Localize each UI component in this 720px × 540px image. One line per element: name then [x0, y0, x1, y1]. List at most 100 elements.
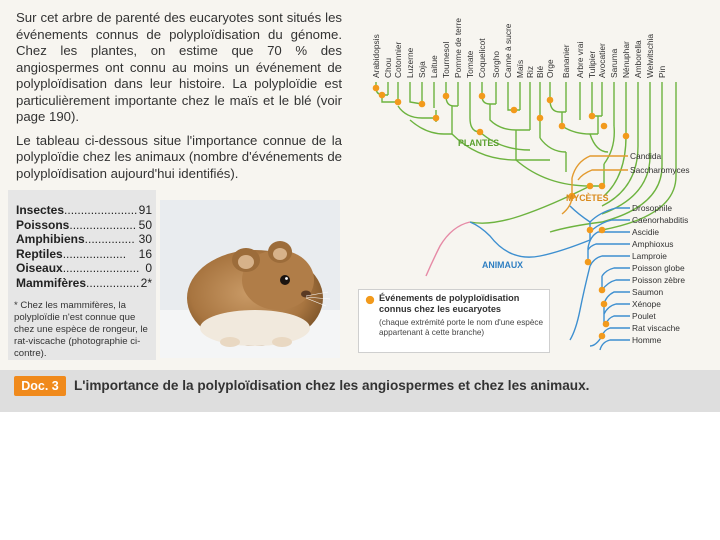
root-branch	[425, 221, 471, 277]
event-dot	[598, 286, 606, 294]
plant-label: Sorgho	[491, 51, 501, 78]
event-dot	[510, 106, 518, 114]
caption-band	[0, 370, 720, 412]
animal-label: Poisson zèbre	[632, 275, 685, 285]
row-value: 2*	[140, 275, 152, 290]
plant-label: Amborella	[633, 40, 643, 78]
table-row: Poissons.................... 50	[16, 218, 152, 233]
table-row: Amphibiens............... 30	[16, 232, 152, 247]
table-row: Reptiles................... 16	[16, 247, 152, 262]
group-label-fungi: MYCÈTES	[566, 193, 609, 203]
event-dot	[622, 132, 630, 140]
plant-label: Avocatier	[597, 43, 607, 78]
legend-box: Événements de polyploïdisation connus ch…	[358, 289, 550, 353]
event-dot	[546, 96, 554, 104]
plant-label: Cotonnier	[393, 41, 403, 78]
event-dot	[588, 112, 596, 120]
animal-label: Lamproie	[632, 251, 667, 261]
row-dots: ...............	[84, 232, 135, 247]
plant-label: Maïs	[515, 60, 525, 78]
row-dots: ................	[86, 275, 140, 290]
row-name: Poissons	[16, 217, 70, 232]
textbook-page: Sur cet arbre de parenté des eucaryotes …	[0, 0, 720, 412]
plant-label: Tulipier	[587, 51, 597, 78]
plant-species-labels: Arabidopsis Chou Cotonnier Luzerne Soja …	[371, 18, 667, 78]
plant-label: Canne à sucre	[503, 23, 513, 78]
row-dots: ......................	[64, 203, 138, 217]
row-name: Reptiles	[16, 246, 63, 261]
animal-species-labels: Drosophile Caenorhabditis Ascidie Amphio…	[632, 203, 688, 345]
plant-label: Saruma	[609, 48, 619, 78]
fungi-branches	[561, 155, 628, 215]
plant-label: Coquelicot	[477, 38, 487, 78]
table-box	[8, 190, 156, 360]
event-dot	[418, 100, 426, 108]
event-dot	[432, 114, 440, 122]
animal-label: Caenorhabditis	[632, 215, 688, 225]
event-dot	[600, 122, 608, 130]
event-dot	[476, 128, 484, 136]
row-value: 91	[138, 203, 152, 217]
animal-label: Poisson globe	[632, 263, 685, 273]
event-dot	[602, 320, 610, 328]
event-dot	[586, 182, 594, 190]
event-dot	[598, 182, 606, 190]
fungi-species-labels: Candida Saccharomyces	[630, 151, 690, 175]
plant-label: Welwitschia	[645, 34, 655, 78]
animal-label: Ascidie	[632, 227, 659, 237]
animal-polyploidy-table: Insectes...................... 91 Poisson…	[16, 203, 152, 291]
plant-label: Luzerne	[405, 47, 415, 78]
animal-label: Poulet	[632, 311, 656, 321]
row-dots: ...................	[62, 246, 127, 261]
plant-label: Pomme de terre	[453, 18, 463, 78]
group-label-plants: PLANTES	[458, 138, 499, 148]
intro-paragraph-2: Le tableau ci-dessous situe l'importance…	[16, 132, 342, 181]
fungi-label: Candida	[630, 151, 662, 161]
plant-label: Blé	[535, 66, 545, 78]
row-value: 50	[138, 217, 152, 232]
row-dots: ....................	[69, 217, 137, 232]
event-dot	[558, 122, 566, 130]
animal-label: Homme	[632, 335, 662, 345]
plant-label: Laitue	[429, 55, 439, 78]
event-dot	[598, 332, 606, 340]
legend-title: Événements de polyploïdisation connus ch…	[379, 293, 520, 314]
document-caption: L'importance de la polyploïdisation chez…	[74, 378, 590, 393]
event-dot-legend-icon	[365, 295, 375, 305]
row-value: 30	[138, 232, 152, 247]
plant-label: Soja	[417, 61, 427, 78]
plant-label: Riz	[525, 66, 535, 78]
event-dot	[378, 91, 386, 99]
row-name: Amphibiens	[16, 232, 85, 247]
event-dot	[394, 98, 402, 106]
plant-label: Arabidopsis	[371, 34, 381, 78]
plant-label: Chou	[383, 58, 393, 78]
footnote: * Chez les mammifères, la polyploïdie n'…	[14, 300, 148, 359]
row-value: 16	[138, 246, 152, 261]
doc-badge: Doc. 3	[14, 376, 66, 396]
event-dot	[536, 114, 544, 122]
plant-label: Bananier	[561, 44, 571, 78]
event-dot	[568, 192, 576, 200]
eukaryote-tree: Arabidopsis Chou Cotonnier Luzerne Soja …	[371, 18, 690, 351]
plant-label: Nénuphar	[621, 41, 631, 78]
table-row: Mammifères................ 2*	[16, 276, 152, 291]
rat-viscache-photo	[160, 200, 340, 358]
intro-text: Sur cet arbre de parenté des eucaryotes …	[16, 10, 342, 189]
group-label-animals: ANIMAUX	[482, 260, 523, 270]
plant-branches	[375, 82, 677, 233]
animal-label: Saumon	[632, 287, 664, 297]
plant-label: Tournesol	[441, 42, 451, 78]
row-name: Oiseaux	[16, 261, 63, 276]
plant-label: Arbre vrai	[575, 42, 585, 78]
plant-label: Pin	[657, 66, 667, 78]
row-value: 0	[145, 261, 152, 276]
intro-paragraph-1: Sur cet arbre de parenté des eucaryotes …	[16, 10, 342, 124]
polyploidy-events	[372, 84, 630, 340]
animal-label: Drosophile	[632, 203, 672, 213]
event-dot	[600, 300, 608, 308]
event-dot	[478, 92, 486, 100]
row-name: Mammifères	[16, 275, 87, 290]
row-dots: .......................	[62, 261, 140, 276]
event-dot	[584, 258, 592, 266]
